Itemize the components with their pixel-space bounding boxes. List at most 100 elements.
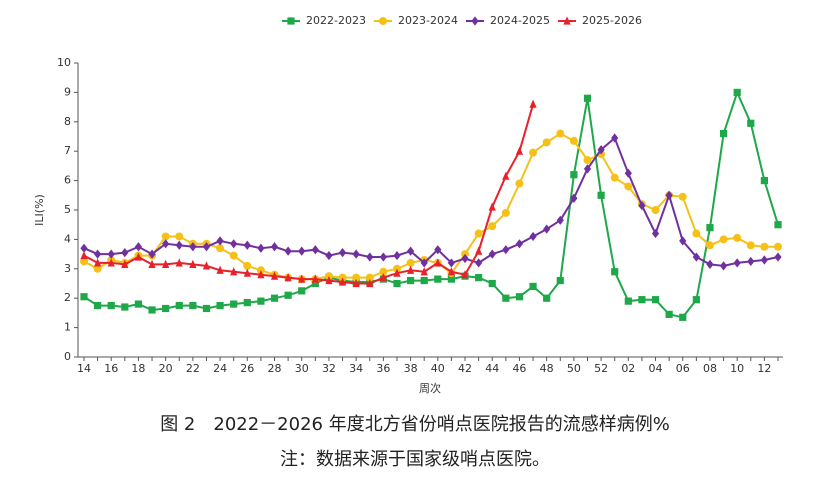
- data-point: [202, 304, 211, 313]
- data-point: [488, 202, 496, 211]
- data-point: [175, 232, 184, 241]
- data-point: [719, 261, 728, 271]
- data-point: [461, 253, 469, 264]
- data-point: [80, 293, 88, 301]
- x-tick-label: 08: [703, 362, 717, 375]
- data-point: [447, 275, 456, 283]
- data-point: [243, 268, 251, 277]
- x-tick-label: 06: [676, 362, 690, 375]
- y-tick-label: 9: [64, 85, 71, 98]
- caption: 图 2 2022－2026 年度北方省份哨点医院报告的流感样病例%: [160, 414, 670, 435]
- data-point: [148, 306, 156, 314]
- x-tick-label: 30: [295, 362, 309, 375]
- data-point: [719, 129, 728, 138]
- data-point: [175, 258, 183, 267]
- data-point: [705, 241, 714, 250]
- data-point: [611, 268, 619, 276]
- data-point: [447, 258, 456, 268]
- x-tick-label: 20: [159, 362, 173, 375]
- data-point: [148, 249, 156, 259]
- data-point: [352, 249, 360, 259]
- y-tick-label: 2: [64, 291, 71, 304]
- data-point: [270, 294, 279, 302]
- data-point: [692, 296, 700, 304]
- data-point: [311, 245, 319, 255]
- data-point: [474, 229, 483, 238]
- x-tick-label: 28: [268, 362, 282, 375]
- data-point: [270, 271, 279, 280]
- data-point: [420, 276, 428, 285]
- data-point: [243, 299, 251, 307]
- x-tick-label: 36: [376, 362, 390, 375]
- data-point: [556, 276, 564, 285]
- data-point: [543, 224, 551, 234]
- data-point: [202, 261, 211, 270]
- data-point: [706, 224, 714, 232]
- data-point: [257, 270, 265, 279]
- data-point: [679, 236, 687, 246]
- data-point: [488, 279, 496, 288]
- data-point: [121, 303, 129, 311]
- data-point: [569, 136, 578, 145]
- note: 注：数据来源于国家级哨点医院。: [280, 449, 550, 470]
- data-point: [162, 304, 170, 313]
- data-point: [651, 228, 660, 239]
- data-point: [447, 267, 456, 276]
- data-point: [475, 258, 483, 268]
- data-point: [175, 240, 183, 250]
- data-point: [475, 274, 483, 282]
- x-tick-label: 34: [349, 362, 363, 375]
- data-point: [189, 242, 197, 252]
- data-point: [406, 258, 415, 267]
- x-tick-label: 04: [649, 362, 663, 375]
- x-axis-label: 周次: [419, 381, 441, 395]
- data-point: [162, 239, 170, 249]
- data-point: [284, 291, 292, 299]
- data-point: [719, 235, 728, 244]
- data-point: [502, 294, 510, 302]
- x-tick-label: 16: [104, 362, 118, 375]
- data-point: [338, 248, 347, 258]
- data-point: [733, 258, 741, 268]
- data-point: [229, 251, 238, 260]
- data-point: [107, 258, 115, 267]
- data-point: [665, 190, 673, 200]
- data-point: [379, 273, 387, 282]
- data-point: [774, 221, 782, 229]
- legend-marker: [471, 16, 479, 26]
- data-point: [529, 282, 537, 291]
- x-tick-label: 42: [458, 362, 472, 375]
- data-point: [175, 301, 183, 310]
- series-line: [83, 89, 779, 319]
- data-point: [597, 191, 605, 199]
- data-point: [774, 242, 782, 251]
- x-tick-label: 12: [757, 362, 771, 375]
- data-point: [257, 297, 265, 305]
- data-point: [529, 148, 538, 157]
- data-point: [121, 259, 129, 268]
- data-point: [298, 287, 306, 295]
- data-point: [230, 239, 238, 249]
- data-point: [284, 273, 292, 282]
- data-point: [624, 182, 633, 191]
- data-point: [107, 249, 115, 259]
- x-tick-label: 02: [621, 362, 635, 375]
- data-point: [94, 258, 102, 267]
- data-point: [121, 248, 129, 258]
- data-point: [583, 94, 592, 102]
- y-tick-label: 6: [64, 174, 71, 187]
- data-point: [624, 168, 632, 178]
- data-point: [692, 252, 700, 262]
- data-point: [502, 245, 510, 255]
- x-tick-label: 26: [240, 362, 254, 375]
- data-point: [515, 179, 524, 188]
- data-point: [162, 259, 170, 268]
- x-tick-label: 52: [594, 362, 608, 375]
- data-point: [556, 129, 565, 138]
- data-point: [488, 222, 497, 231]
- x-tick-label: 38: [404, 362, 418, 375]
- data-point: [746, 241, 755, 250]
- data-point: [529, 99, 537, 108]
- series-line: [83, 103, 535, 285]
